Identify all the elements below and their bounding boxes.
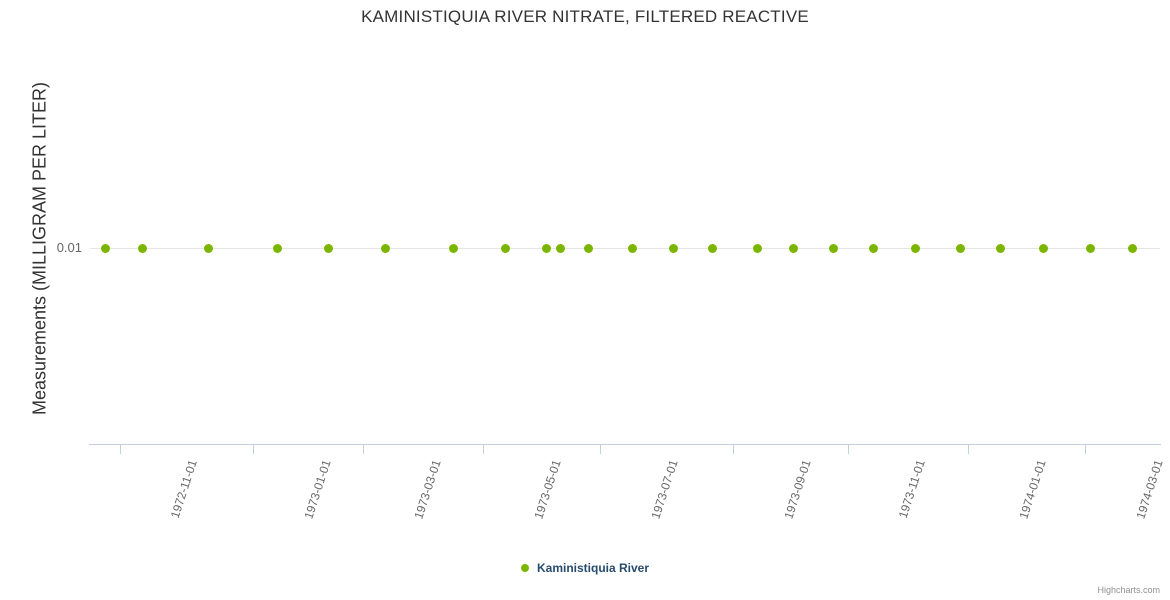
data-point[interactable] [955,243,965,253]
x-axis-tick-mark [120,445,121,454]
data-point[interactable] [752,243,762,253]
legend-marker-icon [520,564,529,572]
data-point[interactable] [100,243,110,253]
data-point[interactable] [707,243,717,253]
chart-legend: Kaministiquia River [0,561,1170,575]
data-point[interactable] [828,243,838,253]
data-point[interactable] [627,243,637,253]
x-axis-line [89,444,1161,445]
chart-title: KAMINISTIQUIA RIVER NITRATE, FILTERED RE… [361,7,809,26]
data-point[interactable] [1127,243,1137,253]
legend-item-kaministiquia-river[interactable]: Kaministiquia River [520,561,650,575]
gridline [90,248,1160,249]
highcharts-credits-link[interactable]: Highcharts.com [1097,585,1160,595]
x-axis-tick-label: 1974-03-01 [1133,458,1166,521]
data-point[interactable] [137,243,147,253]
data-point[interactable] [272,243,282,253]
data-point[interactable] [583,243,593,253]
x-axis-tick-label: 1973-07-01 [648,458,681,521]
x-axis-tick-mark [848,445,849,454]
data-point[interactable] [868,243,878,253]
x-axis-tick-mark [733,445,734,454]
data-point[interactable] [541,243,551,253]
x-axis-tick-mark [363,445,364,454]
data-point[interactable] [448,243,458,253]
x-axis-tick-label: 1972-11-01 [167,458,200,520]
data-point[interactable] [910,243,920,253]
x-axis-tick-label: 1973-05-01 [531,458,564,521]
x-axis-tick-mark [600,445,601,454]
x-axis-tick-label: 1973-03-01 [411,458,444,521]
x-axis-tick-mark [253,445,254,454]
y-axis-tick-label: 0.01 [56,240,82,255]
data-point[interactable] [323,243,333,253]
x-axis-tick-label: 1974-01-01 [1016,458,1049,521]
x-axis-tick-label: 1973-09-01 [781,458,814,521]
x-axis-tick-mark [483,445,484,454]
legend-item-label: Kaministiquia River [536,561,650,575]
data-point[interactable] [500,243,510,253]
x-axis-tick-label: 1973-11-01 [895,458,928,520]
plot-area [90,45,1160,445]
x-axis-tick-mark [1085,445,1086,454]
data-point[interactable] [995,243,1005,253]
data-point[interactable] [1038,243,1048,253]
data-point[interactable] [668,243,678,253]
data-point[interactable] [555,243,565,253]
x-axis-tick-mark [968,445,969,454]
data-point[interactable] [380,243,390,253]
data-point[interactable] [1085,243,1095,253]
data-point[interactable] [203,243,213,253]
x-axis-tick-label: 1973-01-01 [301,458,334,521]
data-point[interactable] [788,243,798,253]
